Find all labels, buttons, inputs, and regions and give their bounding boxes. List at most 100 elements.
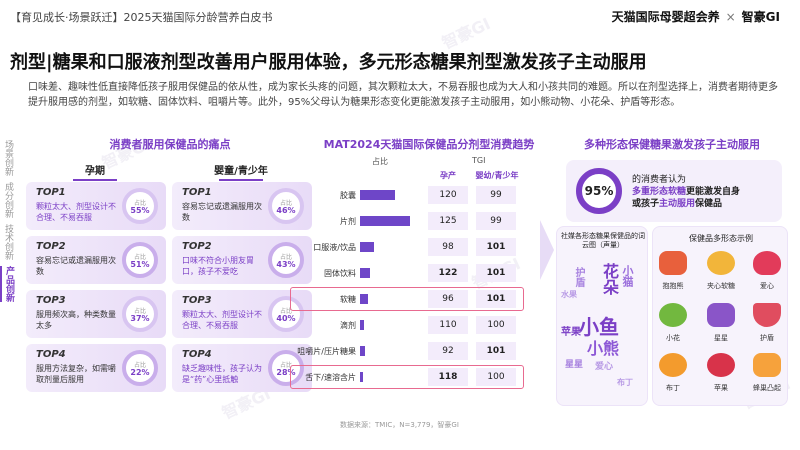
pain-point-card: TOP4 服用方法复杂，如需嚼取剂量后服用 占比 22% — [26, 344, 166, 392]
ratio-label: 占比 — [279, 254, 292, 261]
stat-text: 的消费者认为 多重形态软糖更能激发自身 或孩子主动服用保健品 — [632, 175, 741, 209]
tgi-kids-cell: 101 — [476, 342, 516, 360]
pain-rank: TOP3 — [36, 295, 66, 306]
pain-rank: TOP4 — [36, 349, 66, 360]
pain-ratio-ring: 占比 40% — [268, 296, 304, 332]
top-bar: 【育见成长·场景跃迁】2025天猫国际分龄营养白皮书 天猫国际母婴超会养 × 智豪G… — [0, 0, 800, 30]
word-cloud-word: 小熊 — [587, 339, 620, 358]
bear-gummy-icon — [659, 251, 687, 275]
pain-rank: TOP1 — [182, 187, 212, 198]
word-cloud-word: 护盾 — [573, 267, 584, 287]
star-gummy-icon — [707, 303, 735, 327]
word-cloud-title: 社媒各形态糖果保健品的词云图（声量） — [561, 232, 645, 249]
pain-rank: TOP3 — [182, 295, 212, 306]
pain-ratio-ring: 占比 37% — [122, 296, 158, 332]
share-bar — [360, 320, 364, 330]
share-bar — [360, 190, 396, 200]
sidenav-item-ingredient[interactable]: 成分创新 — [3, 182, 13, 218]
row-highlight — [290, 287, 524, 311]
pain-point-card: TOP3 颗粒太大、剂型设计不合理、不易吞服 占比 40% — [172, 290, 312, 338]
breadcrumb: 【育见成长·场景跃迁】2025天猫国际分龄营养白皮书 — [10, 11, 273, 24]
pain-ratio-ring: 占比 22% — [122, 350, 158, 386]
sidenav-item-scene[interactable]: 场景创新 — [3, 140, 13, 176]
tgi-preg-cell: 118 — [428, 368, 468, 386]
pain-point-card: TOP3 服用频次高，种类数量太多 占比 37% — [26, 290, 166, 338]
word-cloud-word: 爱心 — [595, 362, 614, 372]
apple-gummy-icon — [707, 353, 735, 377]
pain-desc: 口味不符合小朋友胃口，孩子不爱吃 — [182, 256, 254, 276]
stat-bubble: 95% 的消费者认为 多重形态软糖更能激发自身 或孩子主动服用保健品 — [566, 160, 782, 222]
pain-rank: TOP2 — [36, 241, 66, 252]
ratio-label: 占比 — [279, 308, 292, 315]
ratio-value: 43% — [276, 260, 296, 269]
tgi-preg-cell: 110 — [428, 316, 468, 334]
pain-rank: TOP2 — [182, 241, 212, 252]
ratio-label: 占比 — [279, 200, 292, 207]
tgi-preg-cell: 92 — [428, 342, 468, 360]
tgi-kids-cell: 101 — [476, 290, 516, 308]
pain-point-card: TOP2 容易忘记或遗漏服用次数 占比 51% — [26, 236, 166, 284]
col-head-kids: 婴童/青少年 — [166, 162, 316, 181]
row-highlight — [290, 365, 524, 389]
example-label: 护盾 — [760, 334, 774, 342]
zhihao-logo: 智豪GI — [741, 10, 780, 24]
tgi-preg-cell: 98 — [428, 238, 468, 256]
trend-title: MAT2024天猫国际保健品分剂型消费趋势 — [323, 138, 535, 151]
example-label: 夹心软糖 — [707, 282, 735, 290]
ratio-value: 40% — [276, 314, 296, 323]
pain-point-card: TOP4 缺乏趣味性，孩子认为是“药”心里抵触 占比 28% — [172, 344, 312, 392]
trend-row-label: 口服液/饮品 — [313, 243, 356, 252]
example-label: 苹果 — [714, 384, 728, 392]
ratio-value: 28% — [276, 368, 296, 377]
stat-percent: 95% — [576, 168, 622, 214]
pain-ratio-ring: 占比 46% — [268, 188, 304, 224]
pain-point-card: TOP1 颗粒太大、剂型设计不合理、不易吞服 占比 55% — [26, 182, 166, 230]
tmall-logo: 天猫国际母婴超会养 — [611, 10, 720, 24]
tgi-preg-cell: 96 — [428, 290, 468, 308]
tgi-kids-cell: 101 — [476, 238, 516, 256]
col-head-pregnancy: 孕期 — [20, 162, 170, 181]
trend-row-label: 胶囊 — [340, 191, 356, 200]
share-bar — [360, 268, 371, 278]
word-cloud-word: 苹果 — [561, 327, 581, 338]
heart-gummy-icon — [753, 251, 781, 275]
ratio-label: 占比 — [133, 362, 146, 369]
trend-row-label: 咀嚼片/压片糖果 — [297, 347, 356, 356]
tgi-preg-cell: 120 — [428, 186, 468, 204]
pain-rank: TOP1 — [36, 187, 66, 198]
sidenav-item-tech[interactable]: 技术创新 — [3, 224, 13, 260]
ratio-value: 37% — [130, 314, 150, 323]
ratio-label: 占比 — [279, 362, 292, 369]
word-cloud-panel: 社媒各形态糖果保健品的词云图（声量） 小鱼 小熊 花朵 小猫 苹果 护盾 星星 … — [556, 226, 648, 406]
word-cloud-word: 布丁 — [617, 378, 633, 387]
brand-logos: 天猫国际母婴超会养 × 智豪GI — [612, 8, 780, 25]
pain-desc: 容易忘记或遗漏服用次数 — [182, 202, 262, 222]
pain-points-title: 消费者服用保健品的痛点 — [109, 138, 231, 151]
ratio-label: 占比 — [133, 308, 146, 315]
pain-ratio-ring: 占比 51% — [122, 242, 158, 278]
word-cloud-word: 小鱼 — [579, 315, 619, 339]
tgi-kids-cell: 99 — [476, 186, 516, 204]
ratio-value: 46% — [276, 206, 296, 215]
example-label: 蜂巢凸起 — [753, 384, 781, 392]
shield-gummy-icon — [753, 303, 781, 327]
page-description: 口味差、趣味性低直接降低孩子服用保健品的依从性，成为家长头疼的问题，其次颗粒太大… — [28, 82, 778, 108]
example-label: 小花 — [666, 334, 680, 342]
example-label: 星星 — [714, 334, 728, 342]
word-cloud-word: 星星 — [565, 360, 584, 370]
trend-row-label: 固体饮料 — [324, 269, 356, 278]
pain-desc: 颗粒太大、剂型设计不合理、不易吞服 — [36, 202, 116, 222]
word-cloud-word: 小猫 — [621, 265, 634, 287]
trend-row-label: 滴剂 — [340, 321, 356, 330]
page-title: 剂型|糖果和口服液剂型改善用户服用体验，多元形态糖果剂型激发孩子主动服用 — [10, 52, 647, 73]
example-label: 布丁 — [666, 384, 680, 392]
pain-ratio-ring: 占比 55% — [122, 188, 158, 224]
trend-row-label: 片剂 — [340, 217, 356, 226]
pain-desc: 服用方法复杂，如需嚼取剂量后服用 — [36, 364, 116, 384]
word-cloud-word: 花朵 — [600, 263, 619, 295]
sidenav-item-product[interactable]: 产品创新 — [0, 266, 15, 302]
pain-point-card: TOP1 容易忘记或遗漏服用次数 占比 46% — [172, 182, 312, 230]
share-bar — [360, 242, 375, 252]
pain-desc: 服用频次高，种类数量太多 — [36, 310, 116, 330]
ratio-label: 占比 — [133, 254, 146, 261]
